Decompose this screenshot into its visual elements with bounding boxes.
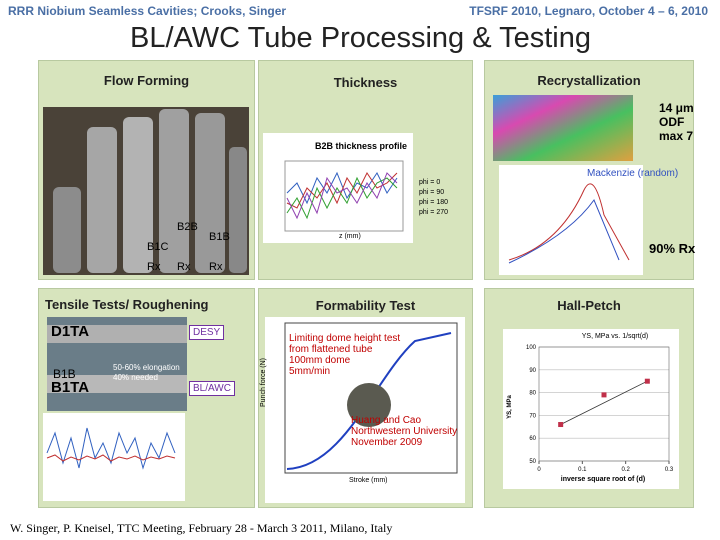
y-tick-label: 100 [526, 345, 537, 351]
note-line: 5mm/min [289, 366, 331, 377]
chart-title: YS, MPa vs. 1/sqrt(d) [582, 333, 649, 340]
axis-label: Punch force (N) [260, 357, 268, 408]
annotation: ODF [659, 115, 685, 129]
credit-line: Northwestern University [351, 426, 458, 437]
tube-label: B1B [209, 231, 230, 243]
specimen-label: B1B [53, 367, 76, 381]
panel-title: Formability Test [315, 298, 416, 313]
axis-label: z (mm) [339, 233, 361, 240]
panel: Formability Test Limiting dome height te… [258, 288, 473, 508]
y-tick-label: 60 [529, 436, 536, 442]
note-line: 100mm dome [289, 355, 351, 366]
panel: Tensile Tests/ Roughening D1TA DESY B1B … [38, 288, 255, 508]
credit-line: November 2009 [351, 437, 423, 448]
tube-label: B2B [177, 221, 198, 233]
annotation: DESY [189, 325, 225, 340]
tube-label: Rx [209, 261, 223, 273]
point [601, 392, 607, 398]
ebsd-map [493, 95, 633, 161]
specimen-label: B1TA [51, 379, 90, 396]
note-line: Limiting dome height test [289, 333, 401, 344]
thickness-plot [263, 133, 413, 243]
panel-title: Thickness [333, 75, 398, 90]
hall-petch-chart: YS, MPa vs. 1/sqrt(d) YS, MPa inverse sq… [503, 329, 679, 489]
panel-title: Tensile Tests/ Roughening [45, 297, 209, 312]
y-axis-label: YS, MPa [507, 395, 513, 419]
misorientation-plot [499, 165, 643, 275]
x-axis-label: inverse square root of (d) [561, 476, 645, 483]
axis-label: Stroke (mm) [349, 477, 388, 484]
chart-title: B2B thickness profile [315, 141, 408, 151]
x-tick-label: 0.3 [665, 467, 674, 473]
annotation: Mackenzie (random) [587, 168, 679, 179]
roughness-plot [43, 413, 185, 501]
y-tick-label: 50 [529, 459, 536, 465]
legend-entry: phi = 90 [419, 189, 445, 196]
header-right: TFSRF 2010, Legnaro, October 4 – 6, 2010 [469, 4, 708, 18]
trend-line [560, 380, 648, 425]
y-tick-label: 80 [529, 391, 536, 397]
force-plot [265, 317, 465, 503]
x-tick-label: 0 [537, 467, 541, 473]
header-left: RRR Niobium Seamless Cavities; Crooks, S… [8, 4, 287, 18]
tube-label: Rx [147, 261, 161, 273]
specimen-photo [47, 317, 187, 411]
annotation: max 7 [659, 129, 694, 143]
x-tick-label: 0.2 [621, 467, 630, 473]
photo [43, 107, 249, 275]
plot-frame [538, 346, 670, 462]
annotation: Limiting dome height test from flattened… [289, 333, 400, 377]
point [558, 422, 564, 428]
specimen-label: D1TA [51, 323, 90, 340]
credit-line: Huang and Cao [351, 415, 422, 426]
slide-title: BL/AWC Tube Processing & Testing [130, 22, 591, 54]
annotation: 40% needed [113, 373, 158, 382]
note-line: from flattened tube [289, 344, 373, 355]
annotation: 90% Rx [649, 241, 696, 256]
y-tick-label: 90 [529, 368, 536, 374]
tube-label: Rx [177, 261, 191, 273]
panel: Thickness B2B thickness profile phi = 0 … [258, 60, 473, 280]
panel-title: Recrystallization [537, 73, 641, 88]
annotation: 14 μm [659, 101, 694, 115]
panel: Flow Forming B1C B2B B1B Rx Rx Rx [38, 60, 255, 280]
panel-title: Flow Forming [103, 73, 190, 88]
panel: Hall-Petch YS, MPa vs. 1/sqrt(d) YS, MPa… [484, 288, 694, 508]
annotation: 50-60% elongation [113, 363, 180, 372]
y-tick-label: 70 [529, 413, 536, 419]
panel: Recrystallization 14 μm ODF max 7 Macken… [484, 60, 696, 280]
tube-label: B1C [147, 241, 169, 253]
legend-entry: phi = 0 [419, 179, 441, 186]
x-tick-label: 0.1 [578, 467, 587, 473]
legend-entry: phi = 270 [419, 209, 448, 216]
legend-entry: phi = 180 [419, 199, 448, 206]
annotation: Huang and Cao Northwestern University No… [351, 415, 457, 448]
footer: W. Singer, P. Kneisel, TTC Meeting, Febr… [10, 521, 393, 535]
annotation: BL/AWC [189, 381, 235, 396]
point [644, 378, 650, 384]
panel-title: Hall-Petch [557, 298, 621, 313]
